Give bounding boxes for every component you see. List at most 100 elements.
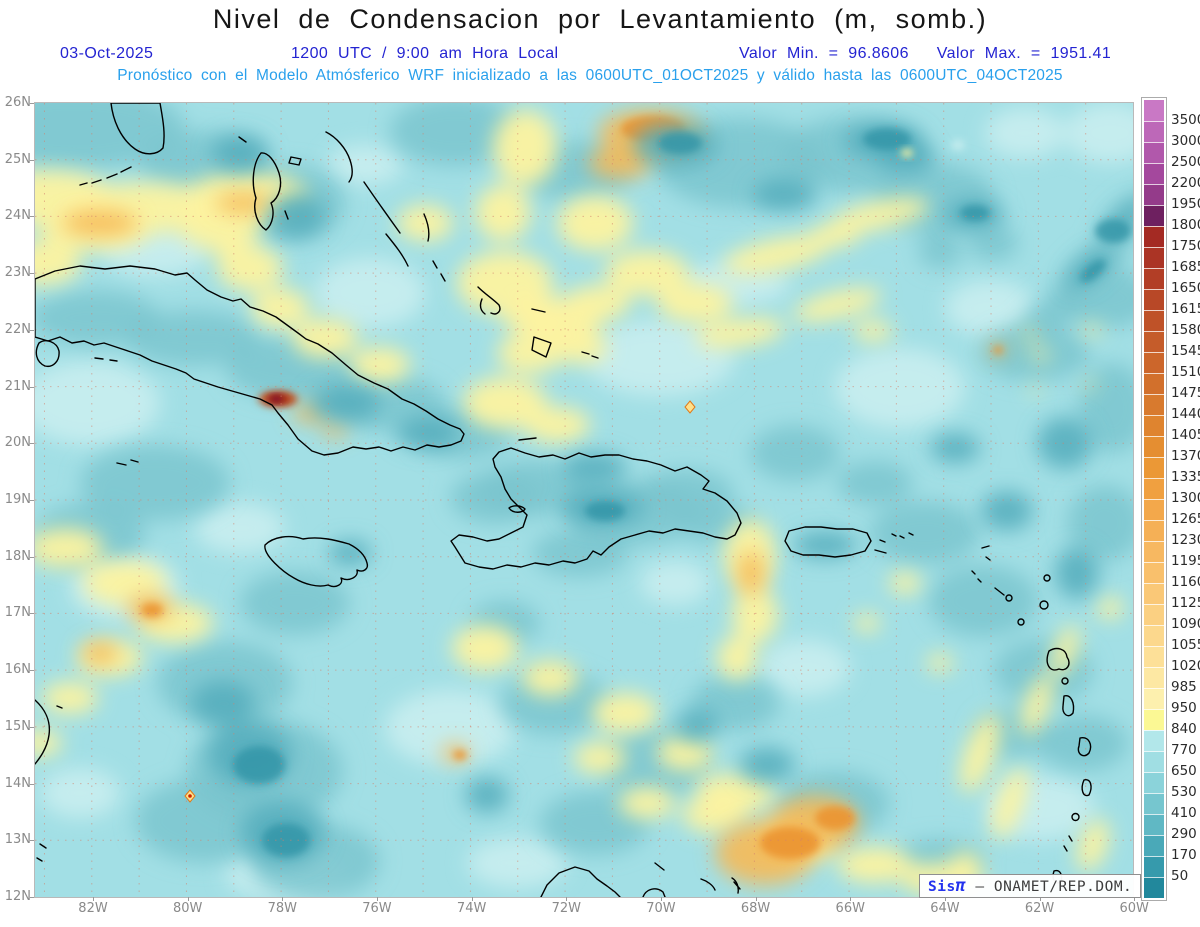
- colorbar-cell: [1144, 352, 1164, 373]
- colorbar-level-label: 1405: [1171, 427, 1200, 443]
- colorbar-level-label: 3500: [1171, 112, 1200, 128]
- lat-tick-label: 13N: [4, 832, 31, 848]
- lat-tick: [30, 386, 34, 388]
- lat-tick: [30, 726, 34, 728]
- windward-islands: [1052, 812, 1080, 884]
- value-min-label: Valor Min. = 96.8606: [739, 45, 909, 62]
- map-frame: [34, 102, 1134, 898]
- colorbar-level-label: 985: [1171, 679, 1197, 695]
- colorbar-level-label: 290: [1171, 826, 1197, 842]
- watermark-system-name: Sis: [928, 879, 956, 895]
- lon-tick-label: 80W: [172, 901, 203, 916]
- coastline-st-lucia: [1081, 779, 1092, 797]
- colorbar-level-label: 840: [1171, 721, 1197, 737]
- lon-tick: [660, 897, 662, 901]
- coastline-gonave-tortue: [508, 437, 537, 513]
- lon-tick-label: 74W: [456, 901, 487, 916]
- coastline-acklins: [477, 286, 546, 315]
- lon-tick: [93, 897, 94, 901]
- colorbar-cell: [1144, 121, 1164, 142]
- colorbar-level-label: 3000: [1171, 133, 1200, 149]
- colorbar-cell: [1144, 583, 1164, 604]
- coastline-cuba: [35, 265, 465, 456]
- lon-tick-label: 70W: [646, 901, 676, 916]
- lat-tick: [30, 613, 34, 615]
- colorbar-cell: [1144, 520, 1164, 541]
- colorbar-cell: [1144, 142, 1164, 163]
- lat-tick-label: 20N: [4, 435, 31, 451]
- florida-keys: [79, 166, 132, 186]
- diamond-marker-south-dot: [188, 794, 192, 798]
- colorbar-cell: [1144, 310, 1164, 331]
- lon-tick-label: 66W: [835, 901, 865, 916]
- colorbar-cell: [1144, 877, 1164, 898]
- degree-grid: [35, 103, 1133, 897]
- colorbar-level-label: 1510: [1171, 364, 1200, 380]
- lon-tick-label: 64W: [930, 901, 960, 916]
- model-init-line: Pronóstico con el Modelo Atmósferico WRF…: [117, 67, 1063, 84]
- minmax-values: Valor Min. = 96.8606 Valor Max. = 1951.4…: [739, 45, 1111, 63]
- colorbar-cell: [1144, 247, 1164, 268]
- lat-tick-label: 12N: [4, 888, 31, 904]
- lat-tick: [30, 783, 34, 785]
- coastline-guajira: [540, 866, 666, 897]
- colorbar-cell: [1144, 604, 1164, 625]
- colorbar-cell: [1144, 772, 1164, 793]
- colorbar-level-label: 1160: [1171, 574, 1200, 590]
- lon-tick-label: 76W: [362, 901, 392, 916]
- colorbar-level-label: 1685: [1171, 259, 1200, 275]
- watermark-badge: Sisπ – ONAMET/REP.DOM.: [919, 874, 1142, 898]
- lat-tick: [30, 556, 34, 558]
- lon-tick: [850, 897, 852, 901]
- lat-tick-label: 23N: [4, 265, 31, 281]
- lat-tick-label: 22N: [4, 321, 31, 337]
- coastline-eleuthera: [288, 131, 430, 242]
- colorbar-level-label: 770: [1171, 742, 1197, 758]
- colorbar-cell: [1144, 709, 1164, 730]
- coastline-mosquito: [35, 699, 63, 862]
- lat-tick: [30, 103, 34, 104]
- abc-islands: [654, 862, 741, 894]
- lat-tick-label: 17N: [4, 605, 31, 621]
- watermark-org: – ONAMET/REP.DOM.: [975, 879, 1133, 895]
- colorbar-cell: [1144, 625, 1164, 646]
- colorbar-cell: [1144, 394, 1164, 415]
- colorbar-level-label: 530: [1171, 784, 1197, 800]
- lat-tick-label: 25N: [4, 151, 31, 167]
- colorbar-cell: [1144, 562, 1164, 583]
- colorbar-labels: 3500 3000 2500 2200 1950 1800 1750 1685 1650 1615…: [1171, 97, 1200, 907]
- forecast-date: 03-Oct-2025: [60, 45, 154, 62]
- lon-tick-label: 82W: [78, 901, 108, 916]
- lon-tick: [1134, 897, 1136, 901]
- lat-tick: [30, 896, 34, 898]
- validity-line: 03-Oct-2025 1200 UTC / 9:00 am Hora Loca…: [0, 45, 1200, 65]
- coastline-dominica: [1062, 695, 1075, 717]
- lon-tick: [944, 897, 946, 901]
- coastline-exuma-chain: [363, 181, 446, 282]
- colorbar-level-label: 950: [1171, 700, 1197, 716]
- colorbar-level-label: 1650: [1171, 280, 1200, 296]
- colorbar-level-label: 1750: [1171, 238, 1200, 254]
- colorbar: [1141, 97, 1167, 901]
- lat-tick: [30, 216, 34, 218]
- colorbar-cell: [1144, 184, 1164, 205]
- colorbar-level-label: 1800: [1171, 217, 1200, 233]
- colorbar-cell: [1144, 499, 1164, 520]
- coastlines: [35, 103, 1092, 897]
- colorbar-level-label: 1230: [1171, 532, 1200, 548]
- colorbar-cells: [1144, 100, 1164, 898]
- lon-tick: [471, 897, 473, 901]
- colorbar-cell: [1144, 205, 1164, 226]
- colorbar-cell: [1144, 415, 1164, 436]
- lat-tick-label: 24N: [4, 208, 31, 224]
- point-markers: [184, 400, 696, 803]
- lon-tick-label: 62W: [1024, 901, 1055, 916]
- coastline-florida: [110, 103, 165, 155]
- lon-tick: [282, 897, 284, 901]
- leeward-islands: [971, 545, 1051, 626]
- coastline-inagua: [531, 336, 599, 359]
- lon-tick: [755, 897, 757, 901]
- virgin-islands: [891, 532, 914, 539]
- colorbar-cell: [1144, 226, 1164, 247]
- colorbar-level-label: 1545: [1171, 343, 1200, 359]
